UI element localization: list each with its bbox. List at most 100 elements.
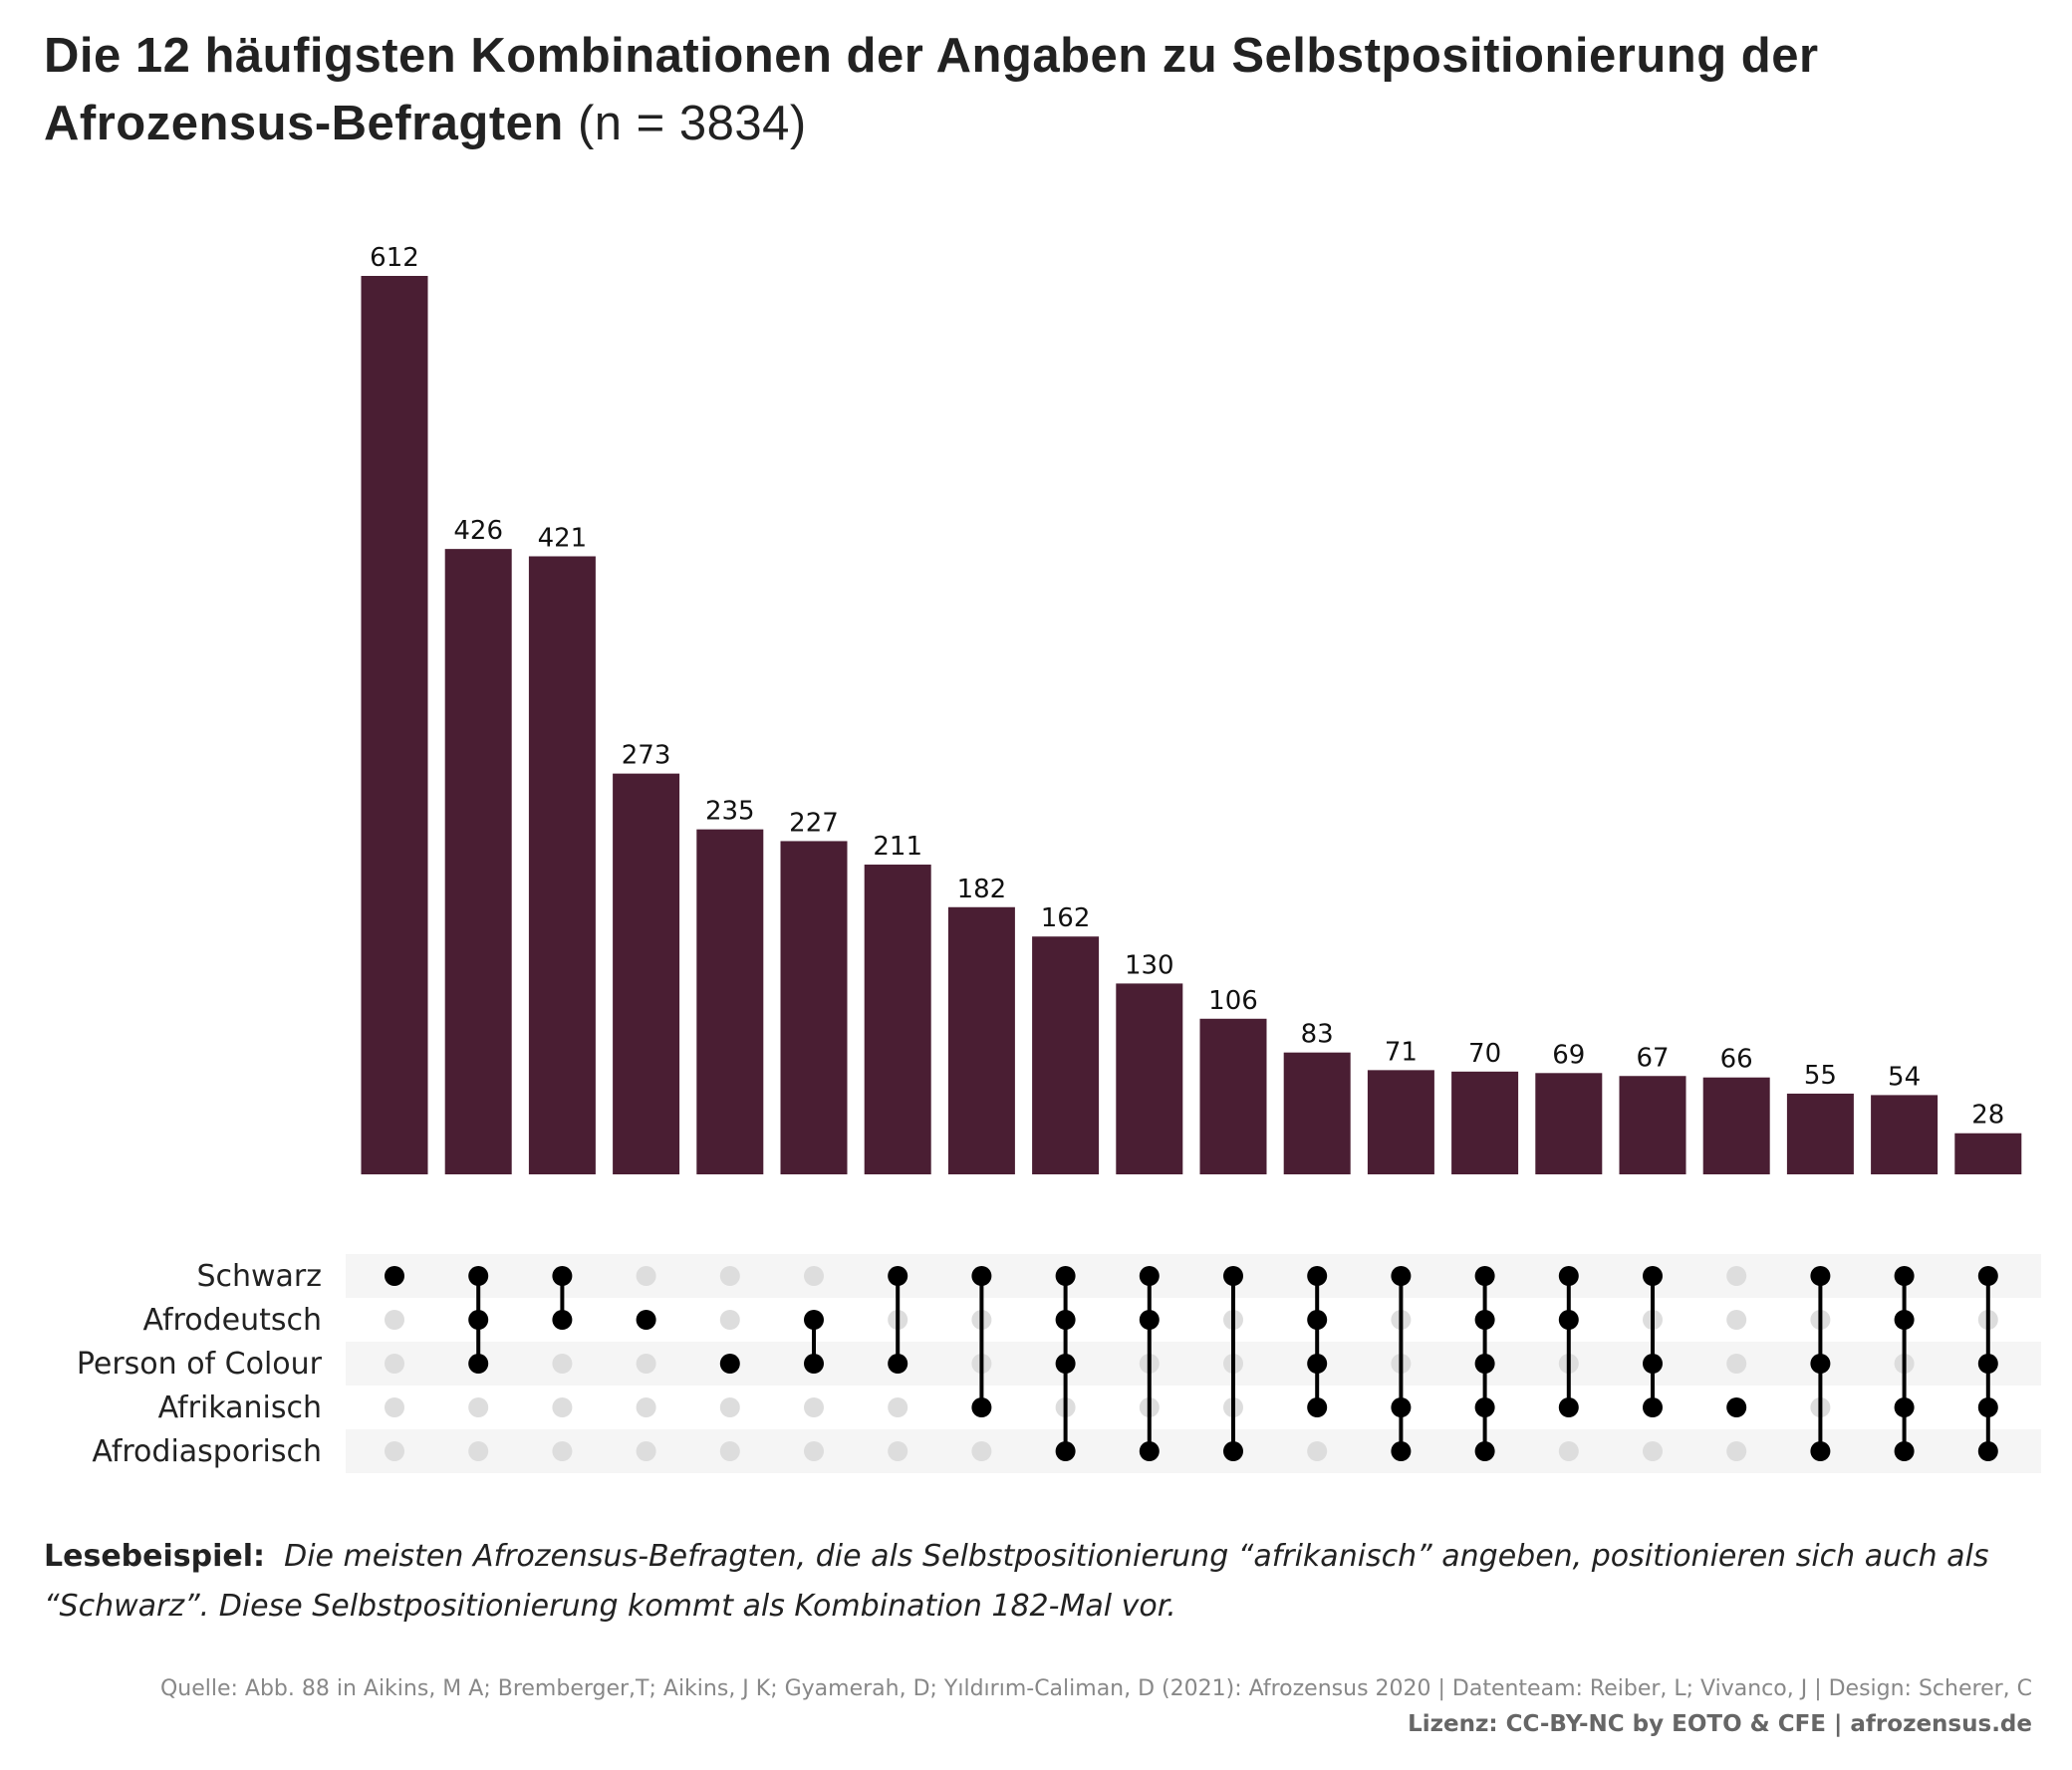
matrix-dot-filled [636,1310,656,1330]
matrix-dot-filled [1307,1310,1328,1330]
bar-value-label: 421 [538,524,588,554]
matrix-dot-empty [1307,1441,1328,1461]
matrix-dot-filled [1977,1397,1998,1417]
bar-value-label: 182 [957,875,1007,904]
matrix-dot-filled [1139,1266,1160,1286]
matrix-dot-filled [1139,1441,1160,1461]
set-label: Afrodiasporisch [92,1434,322,1469]
matrix-row-stripe [346,1342,2041,1386]
bar [1116,983,1183,1174]
bar [1954,1133,2022,1174]
bar [1451,1071,1519,1174]
matrix-dot-filled [468,1310,489,1330]
matrix-dot-empty [1726,1354,1747,1374]
matrix-dot-filled [1474,1266,1495,1286]
matrix-dot-empty [719,1266,740,1286]
matrix-dot-filled [468,1266,489,1286]
matrix-dot-empty [971,1441,992,1461]
chart-title: Die 12 häufigsten Kombinationen der Anga… [44,22,2046,157]
matrix-dot-empty [1726,1310,1747,1330]
set-label: Afrodeutsch [143,1303,322,1338]
matrix-dot-filled [1977,1354,1998,1374]
matrix-dot-empty [636,1354,656,1374]
set-label: Person of Colour [77,1347,323,1382]
bar [1619,1076,1686,1174]
bar [613,773,680,1174]
matrix-dot-filled [468,1354,489,1374]
bar [1283,1052,1351,1174]
reading-example: Lesebeispiel: Die meisten Afrozensus-Bef… [44,1532,2026,1632]
matrix-dot-empty [719,1441,740,1461]
bar [528,556,596,1174]
matrix-dot-filled [971,1397,992,1417]
matrix-dot-filled [385,1266,404,1286]
matrix-dot-filled [971,1266,992,1286]
matrix-dot-filled [804,1354,824,1374]
matrix-dot-filled [1558,1266,1579,1286]
matrix-dot-filled [1894,1397,1915,1417]
matrix-dot-empty [1726,1266,1747,1286]
matrix-dot-filled [1307,1266,1328,1286]
matrix-dot-filled [1391,1266,1412,1286]
matrix-dot-filled [1474,1310,1495,1330]
matrix-dot-empty [719,1310,740,1330]
matrix-dot-filled [552,1310,573,1330]
license-text: Lizenz: CC-BY-NC by EOTO & CFE | afrozen… [1408,1711,2032,1737]
bar-value-label: 235 [705,797,755,827]
bar-value-label: 54 [1888,1062,1921,1092]
matrix-dot-empty [468,1441,489,1461]
upset-chart: Schwarz Afrodeutsch Person of Colour Afrika… [76,243,2041,1473]
matrix-dot-filled [1643,1354,1663,1374]
matrix-dot-empty [719,1397,740,1417]
matrix-dot-filled [552,1266,573,1286]
matrix-dot-filled [1894,1266,1915,1286]
reading-example-text: Die meisten Afrozensus-Befragten, die al… [44,1539,1989,1624]
bar-value-label: 69 [1552,1040,1585,1070]
bar [696,829,764,1174]
matrix-dot-empty [552,1354,573,1374]
matrix-dot-empty [888,1441,908,1461]
bar [444,549,512,1174]
matrix-dot-filled [1977,1441,1998,1461]
matrix-dot-filled [888,1266,908,1286]
matrix-dot-empty [636,1397,656,1417]
matrix-dot-filled [1810,1266,1831,1286]
matrix-dot-filled [1810,1354,1831,1374]
bar-value-label: 70 [1468,1039,1501,1069]
bar-value-label: 273 [622,741,671,771]
matrix-dot-filled [804,1310,824,1330]
matrix-dot-empty [1558,1441,1579,1461]
matrix-dot-filled [719,1354,740,1374]
matrix-dot-filled [1810,1441,1831,1461]
title-main: Die 12 häufigsten Kombinationen der Anga… [44,29,1819,150]
matrix-dot-empty [1726,1441,1747,1461]
matrix-dot-empty [385,1354,404,1374]
bar-value-label: 67 [1636,1043,1669,1073]
matrix-row-stripe [346,1429,2041,1473]
matrix-row-stripe [346,1254,2041,1298]
matrix-dot-empty [636,1266,656,1286]
matrix-dot-filled [1894,1441,1915,1461]
bar-value-label: 162 [1041,903,1091,933]
matrix-dot-filled [1558,1310,1579,1330]
bar-value-label: 55 [1804,1061,1837,1091]
matrix-dot-filled [1139,1310,1160,1330]
matrix-dot-filled [1558,1397,1579,1417]
bar-value-label: 83 [1301,1020,1334,1050]
bar [947,906,1015,1174]
matrix-dot-empty [1643,1441,1663,1461]
matrix-dot-filled [1223,1441,1243,1461]
matrix-dot-filled [1474,1354,1495,1374]
matrix-dot-filled [1223,1266,1243,1286]
bar [864,865,931,1174]
matrix-dot-empty [804,1397,824,1417]
matrix-dot-empty [385,1397,404,1417]
matrix-dot-empty [468,1397,489,1417]
bar-value-label: 71 [1385,1037,1418,1067]
matrix-dot-empty [804,1266,824,1286]
matrix-dot-filled [1474,1397,1495,1417]
bar [1786,1093,1854,1174]
bar [1702,1077,1770,1174]
bar [361,276,428,1174]
bar [780,841,848,1174]
